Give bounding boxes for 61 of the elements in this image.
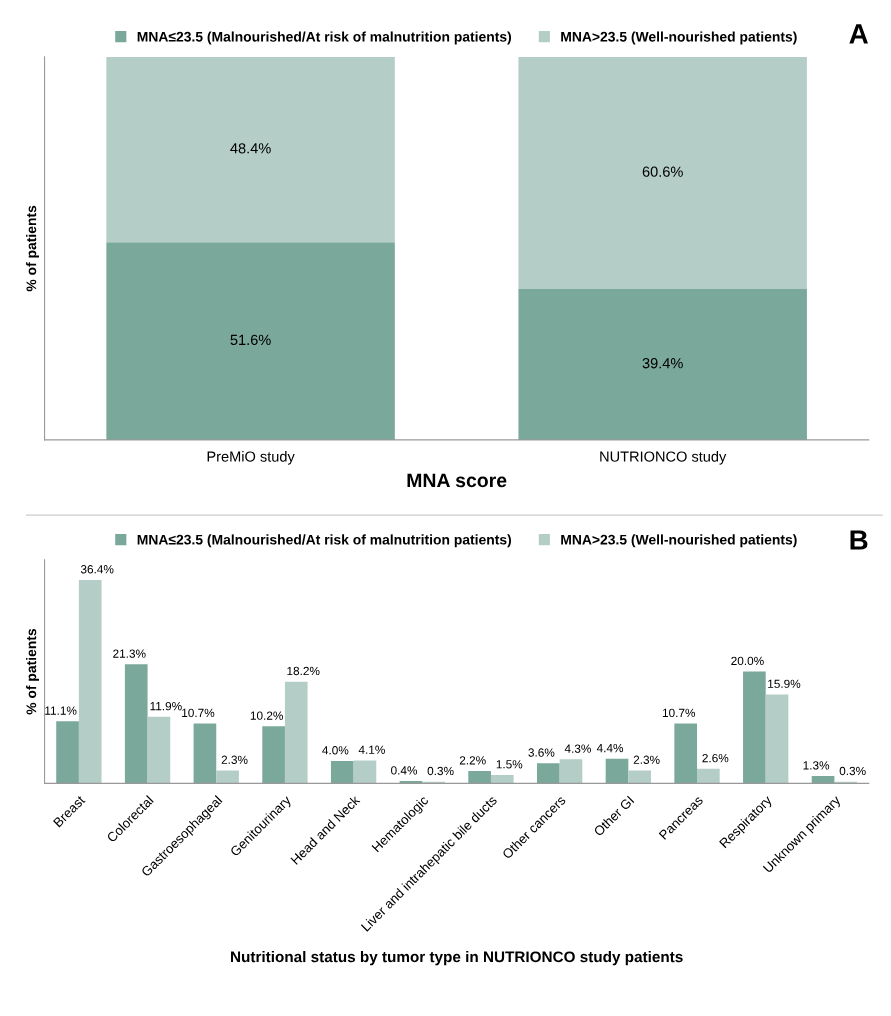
data-label: 10.7% [662,708,696,718]
y-axis-title: % of patients [26,628,39,715]
data-label: 10.2% [250,711,283,720]
bar [124,664,148,784]
bar [765,694,789,784]
legend-label: MNA>23.5 (Well-nourished patients) [561,31,797,45]
bar [262,726,285,784]
data-label: 2.2% [459,756,486,765]
data-label: 36.4% [80,565,114,574]
bar [147,716,171,784]
data-label: 2.3% [221,755,248,764]
legend-label: MNA≤23.5 (Malnourished/At risk of malnutrition patients) [137,31,512,45]
bar [490,774,514,784]
data-label: 15.9% [768,679,801,688]
data-label: 39.4% [642,358,683,369]
bar [605,758,629,784]
bar [284,681,308,784]
bar [743,671,766,784]
data-label: 4.0% [322,746,349,755]
x-axis-title: MNA score [407,473,507,488]
data-label: 4.1% [358,745,385,754]
data-label: 0.3% [427,766,454,776]
x-tick-label: NUTRIONCO study [600,451,727,465]
data-label: 3.6% [528,748,555,757]
data-label: 20.0% [731,656,764,666]
bar [811,776,835,784]
data-label: 2.6% [702,753,729,763]
text: B [850,530,868,550]
data-label: 0.3% [839,766,866,776]
data-label: 60.6% [642,166,683,177]
data-label: 10.7% [182,708,215,718]
bar [353,760,377,784]
data-label: 4.3% [564,744,591,753]
data-label: 2.3% [633,755,660,764]
text: A [849,24,868,44]
bar [216,770,239,784]
data-label: 48.4% [230,143,271,154]
bar [330,760,354,784]
bar [559,759,583,784]
data-label: 0.4% [391,766,418,775]
bar [674,723,698,784]
bar [468,771,491,784]
bar [56,721,79,784]
bar [697,768,720,784]
y-axis-title: % of patients [26,205,39,292]
bar [536,763,560,784]
data-label: 11.1% [45,706,77,715]
data-label: 11.9% [150,701,182,711]
bar [193,723,217,784]
data-label: 51.6% [230,334,271,346]
legend-label: MNA≤23.5 (Malnourished/At risk of malnutrition patients) [137,534,512,548]
x-tick-label: PreMiO study [207,451,295,465]
data-label: 21.3% [113,649,146,658]
x-axis-title: Nutritional status by tumor type in NUTRIONCO study patients [231,951,683,966]
bar [78,579,102,784]
data-label: 1.5% [496,760,523,769]
data-label: 4.4% [596,743,624,753]
legend-label: MNA>23.5 (Well-nourished patients) [561,534,797,548]
data-label: 18.2% [287,666,320,676]
bar [628,770,652,784]
data-label: 1.3% [803,761,830,770]
